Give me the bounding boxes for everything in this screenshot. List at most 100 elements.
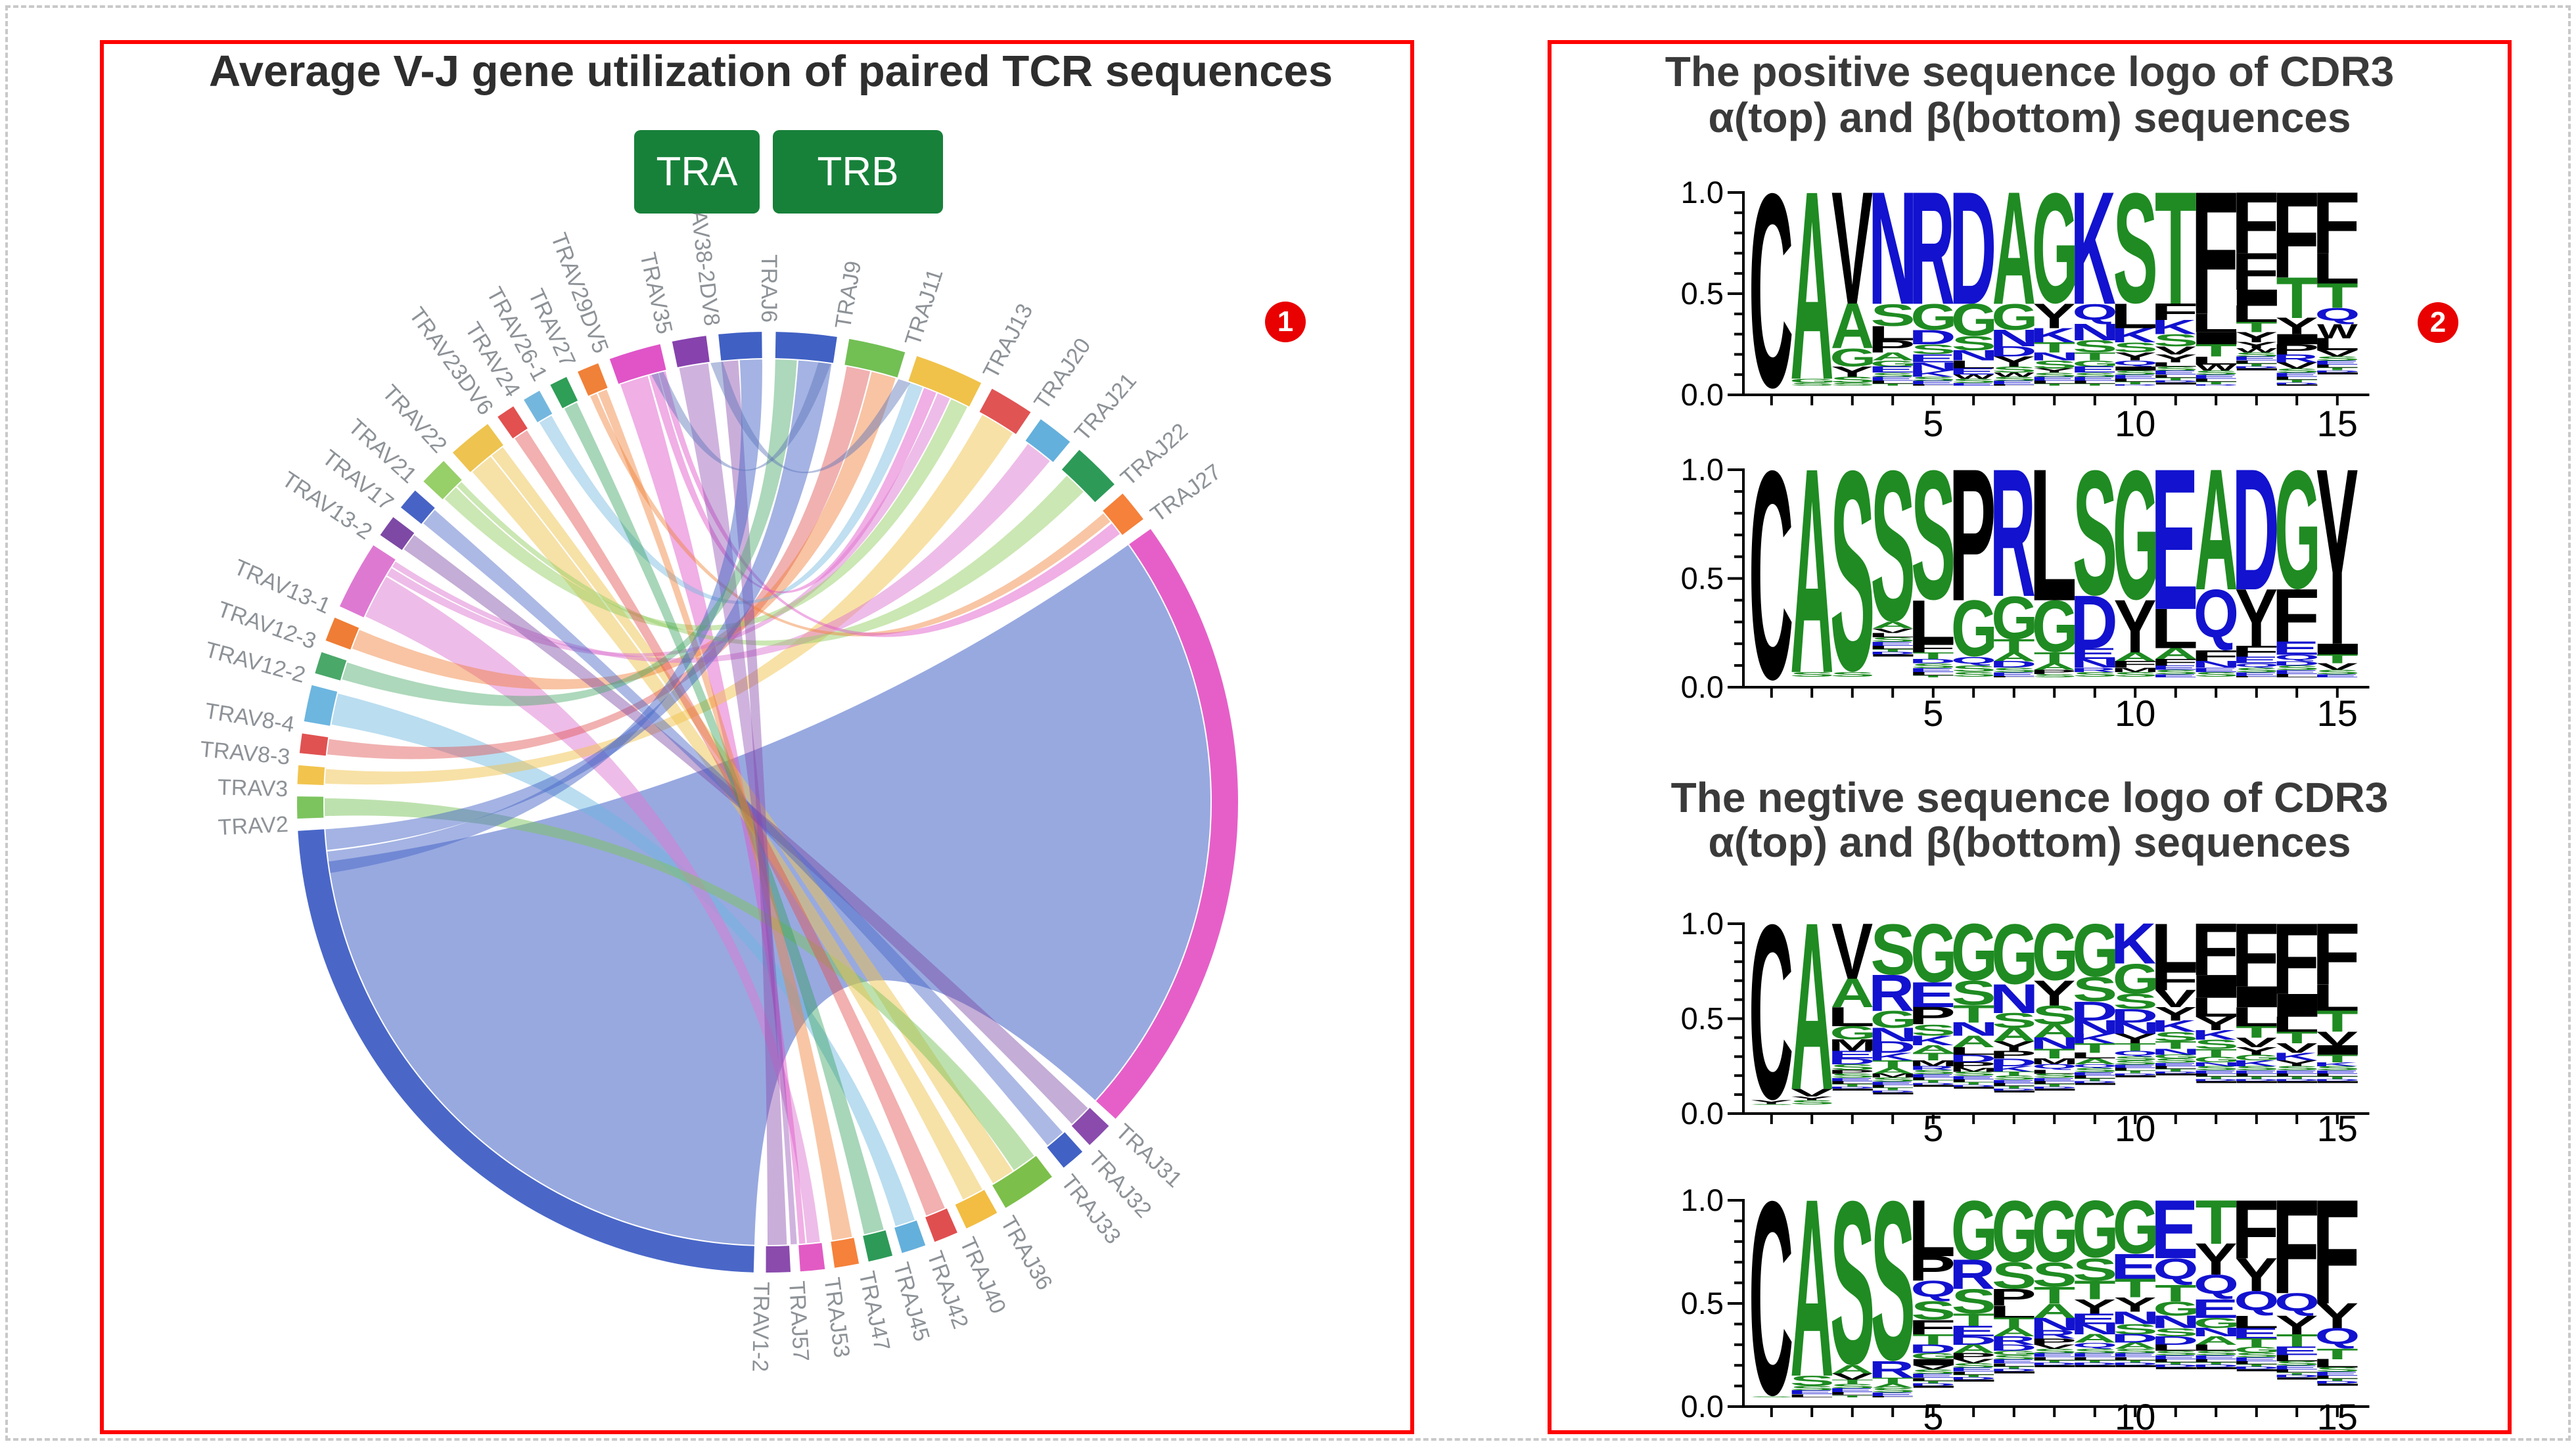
- svg-text:TRAJ11: TRAJ11: [900, 266, 948, 349]
- svg-text:L: L: [1989, 676, 2036, 678]
- svg-text:D: D: [2111, 1362, 2158, 1366]
- svg-text:S: S: [1911, 662, 1956, 669]
- svg-text:E: E: [1868, 641, 1916, 647]
- svg-text:T: T: [2236, 319, 2278, 335]
- svg-text:A: A: [1871, 1383, 1914, 1390]
- svg-text:L: L: [2191, 354, 2239, 367]
- svg-text:D: D: [1949, 158, 1996, 338]
- svg-text:L: L: [2029, 1069, 2077, 1075]
- svg-text:N: N: [2030, 1314, 2079, 1334]
- svg-text:S: S: [2113, 339, 2157, 355]
- svg-text:S: S: [2194, 369, 2238, 376]
- svg-text:D: D: [2151, 380, 2199, 383]
- svg-text:F: F: [1908, 1315, 1956, 1339]
- svg-text:T: T: [1872, 1058, 1914, 1070]
- svg-text:T: T: [2276, 265, 2318, 330]
- svg-text:S: S: [1951, 378, 1996, 385]
- svg-text:F: F: [2272, 166, 2320, 304]
- svg-text:L: L: [1948, 1079, 1996, 1083]
- svg-text:S: S: [1951, 1282, 1996, 1321]
- svg-text:T: T: [2114, 381, 2156, 386]
- svg-text:E: E: [2029, 1352, 2077, 1358]
- svg-text:T: T: [2236, 1075, 2278, 1079]
- svg-text:F: F: [2231, 242, 2280, 301]
- svg-text:F: F: [2231, 905, 2280, 1006]
- svg-text:N: N: [2070, 319, 2119, 345]
- svg-text:K: K: [2071, 158, 2116, 338]
- svg-text:A: A: [1790, 135, 1833, 436]
- svg-text:L: L: [2312, 363, 2360, 369]
- svg-text:TRAJ53: TRAJ53: [819, 1276, 854, 1359]
- svg-text:D: D: [2111, 1332, 2158, 1345]
- svg-text:N: N: [2070, 656, 2119, 671]
- svg-text:L: L: [2231, 1001, 2279, 1032]
- svg-text:E: E: [2029, 376, 2077, 382]
- svg-text:L: L: [2191, 1358, 2239, 1363]
- svg-text:I: I: [2097, 1075, 2174, 1078]
- svg-text:S: S: [1830, 375, 1875, 384]
- svg-text:T: T: [2316, 1345, 2358, 1362]
- svg-text:Q: Q: [2274, 653, 2320, 661]
- svg-text:R: R: [1990, 431, 2036, 635]
- svg-text:S: S: [2194, 671, 2238, 678]
- svg-text:T: T: [2033, 383, 2075, 386]
- svg-text:S: S: [2153, 1057, 2198, 1064]
- svg-text:A: A: [1871, 1066, 1914, 1075]
- svg-text:E: E: [2232, 671, 2280, 678]
- svg-text:A: A: [2033, 1299, 2076, 1322]
- svg-text:L: L: [2029, 1356, 2077, 1361]
- svg-text:G: G: [1910, 1351, 1957, 1361]
- svg-text:G: G: [1991, 906, 2038, 1002]
- svg-text:D: D: [2071, 996, 2118, 1026]
- svg-text:Y: Y: [2316, 417, 2358, 698]
- svg-text:F: F: [2191, 907, 2240, 991]
- svg-text:D: D: [1868, 1038, 1916, 1056]
- svg-text:S: S: [1951, 664, 1996, 674]
- svg-text:I: I: [2259, 1081, 2336, 1084]
- svg-text:Y: Y: [2235, 1248, 2278, 1301]
- svg-text:T: T: [2195, 1187, 2237, 1257]
- svg-text:E: E: [2070, 644, 2118, 662]
- svg-text:S: S: [1992, 1354, 2036, 1361]
- svg-text:TRAV35: TRAV35: [635, 250, 677, 336]
- svg-text:S: S: [2153, 1349, 2198, 1357]
- svg-text:T: T: [1831, 1395, 1874, 1398]
- svg-text:A: A: [1952, 1342, 1995, 1355]
- svg-text:T: T: [2195, 381, 2237, 386]
- svg-text:15: 15: [2317, 692, 2358, 734]
- svg-text:T: T: [2316, 1378, 2358, 1382]
- svg-text:L: L: [2272, 1012, 2320, 1037]
- svg-text:TRAJ6: TRAJ6: [756, 254, 781, 323]
- svg-text:P: P: [1948, 430, 1996, 641]
- svg-text:D: D: [1990, 343, 2037, 359]
- svg-text:E: E: [2070, 376, 2118, 382]
- svg-text:N: N: [1989, 976, 2038, 1022]
- svg-text:V: V: [2276, 1041, 2318, 1056]
- svg-text:L: L: [2150, 361, 2198, 368]
- svg-text:Y: Y: [2033, 973, 2076, 1013]
- svg-text:Q: Q: [2113, 359, 2158, 367]
- svg-text:E: E: [1828, 1049, 1875, 1061]
- svg-text:S: S: [1992, 1255, 2036, 1297]
- svg-text:L: L: [2231, 1312, 2279, 1332]
- svg-text:T: T: [2074, 1077, 2116, 1081]
- svg-text:TRAJ21: TRAJ21: [1070, 369, 1141, 446]
- svg-text:K: K: [2151, 316, 2197, 339]
- svg-text:N: N: [1949, 1018, 1998, 1040]
- svg-text:A: A: [1790, 407, 1833, 735]
- svg-text:D: D: [2232, 1078, 2280, 1081]
- svg-text:L: L: [1868, 631, 1916, 639]
- svg-text:D: D: [1949, 1084, 1996, 1087]
- svg-text:F: F: [2150, 657, 2199, 667]
- svg-text:T: T: [1952, 1081, 1994, 1085]
- svg-text:W: W: [2317, 320, 2358, 343]
- svg-text:S: S: [2315, 669, 2360, 676]
- svg-text:N: N: [1868, 1024, 1918, 1046]
- svg-text:D: D: [2272, 1374, 2320, 1378]
- svg-text:T: T: [1872, 383, 1914, 386]
- svg-text:S: S: [1870, 426, 1915, 666]
- svg-text:E: E: [2191, 1070, 2239, 1075]
- svg-text:T: T: [1993, 1071, 2035, 1077]
- svg-text:D: D: [2313, 1381, 2360, 1385]
- svg-text:T: T: [2074, 1275, 2116, 1305]
